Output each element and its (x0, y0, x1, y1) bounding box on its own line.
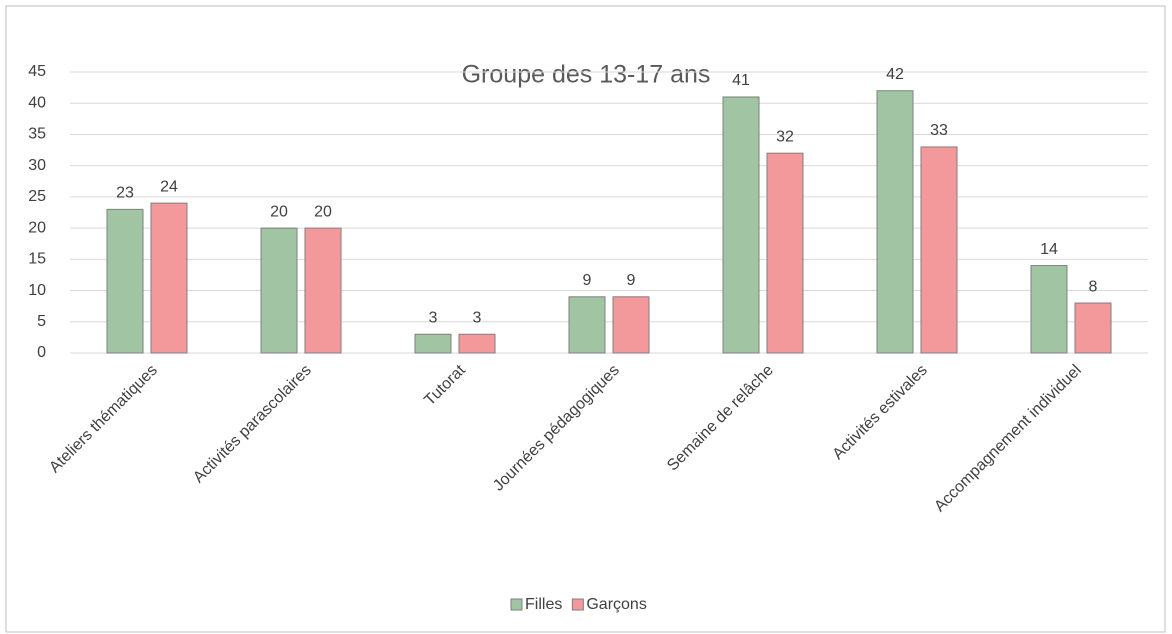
data-label: 33 (930, 122, 948, 139)
bar (150, 202, 188, 354)
y-tick-label: 25 (28, 188, 46, 205)
data-label: 3 (473, 309, 482, 326)
bar (1030, 265, 1068, 354)
legend-label: Garçons (586, 596, 646, 613)
data-label: 41 (732, 72, 750, 89)
y-tick-label: 5 (37, 313, 46, 330)
data-label: 3 (429, 309, 438, 326)
y-tick-label: 15 (28, 251, 46, 268)
legend-swatch (510, 598, 523, 611)
y-tick-label: 20 (28, 219, 46, 236)
bar (260, 227, 298, 354)
data-label: 20 (314, 203, 332, 220)
bar (414, 333, 452, 354)
bar (766, 152, 804, 354)
data-label: 20 (270, 203, 288, 220)
y-tick-label: 30 (28, 157, 46, 174)
legend-label: Filles (525, 596, 562, 613)
y-tick-label: 35 (28, 126, 46, 143)
y-tick-label: 45 (28, 63, 46, 80)
bar (458, 333, 496, 354)
data-label: 8 (1089, 278, 1098, 295)
data-label: 42 (886, 66, 904, 83)
bar (106, 208, 144, 354)
bar (876, 90, 914, 354)
data-label: 24 (160, 178, 178, 195)
data-label: 23 (116, 185, 134, 202)
data-label: 9 (583, 272, 592, 289)
y-tick-label: 10 (28, 282, 46, 299)
chart-title: Groupe des 13-17 ans (462, 61, 711, 89)
y-tick-label: 40 (28, 94, 46, 111)
data-label: 32 (776, 128, 794, 145)
bar (304, 227, 342, 354)
bar (1074, 302, 1112, 354)
bar (920, 146, 958, 354)
y-tick-label: 0 (37, 344, 46, 361)
data-label: 9 (627, 272, 636, 289)
bar (722, 96, 760, 354)
bar (568, 296, 606, 354)
data-label: 14 (1040, 241, 1058, 258)
bar (612, 296, 650, 354)
legend-swatch (571, 598, 584, 611)
